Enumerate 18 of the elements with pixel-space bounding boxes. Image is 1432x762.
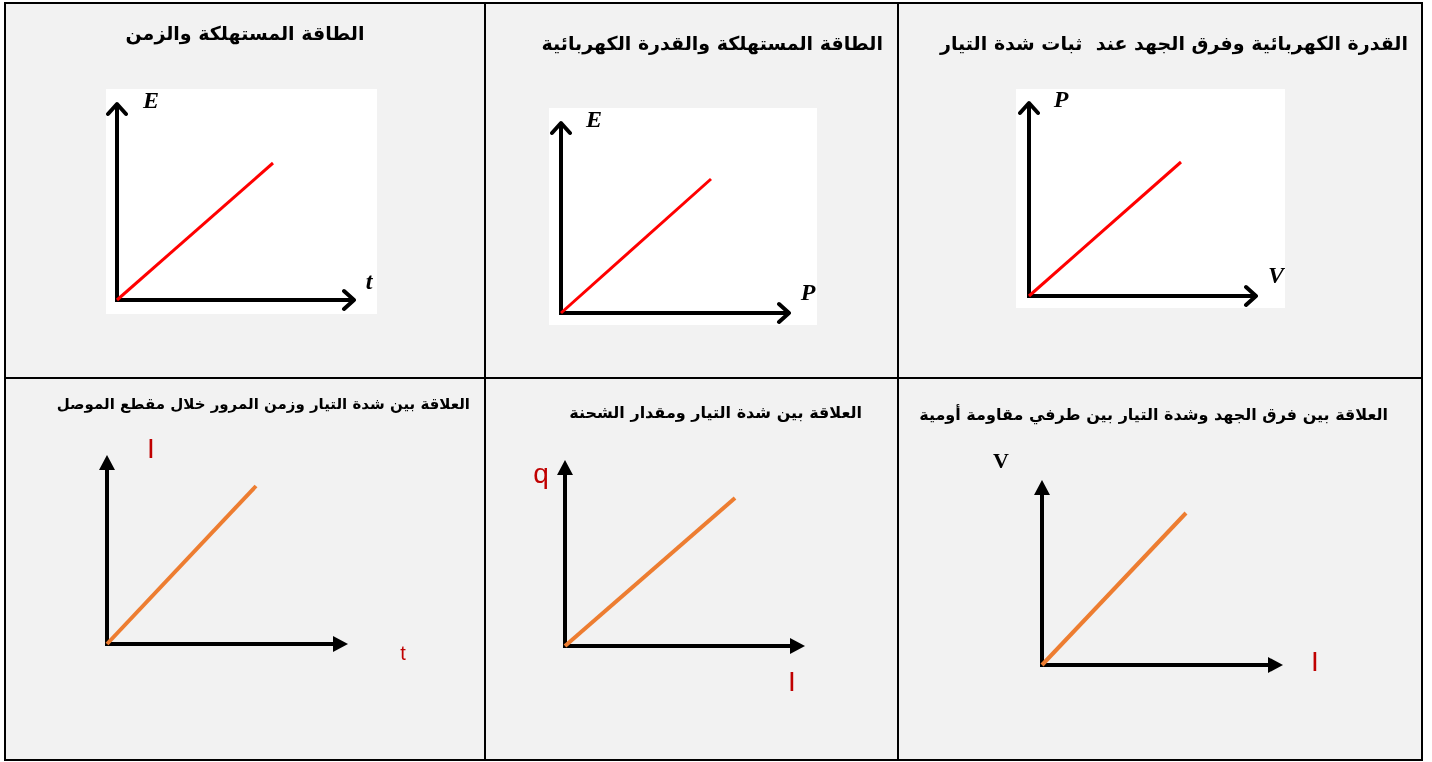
y-axis-title: E <box>584 106 603 133</box>
x-axis-title: t <box>365 268 374 295</box>
chart-title: العلاقة بين شدة التيار ومقدار الشحنة <box>569 402 862 424</box>
x-axis-title: I <box>788 665 796 697</box>
chart-title: القدرة الكهربائية وفرق الجهد عند ثبات شدة التيار <box>940 30 1408 56</box>
x-axis-title: t <box>400 641 407 664</box>
y-axis-title: P <box>1052 86 1069 113</box>
x-axis-title: V <box>1267 262 1286 289</box>
y-axis-title: E <box>141 87 160 114</box>
x-axis-title: I <box>1311 645 1319 677</box>
chart-title: الطاقة المستهلكة والقدرة الكهربائية <box>541 30 883 56</box>
y-axis-title: q <box>533 457 549 489</box>
chart-title: العلاقة بين شدة التيار وزمن المرور خلال مقطع الموصل <box>56 395 470 415</box>
chart-title: العلاقة بين فرق الجهد وشدة التيار بين طرفي مقاومة أومية <box>919 404 1388 426</box>
chart-title: الطاقة المستهلكة والزمن <box>125 20 365 46</box>
x-axis-title: P <box>799 279 816 306</box>
y-axis-title: I <box>147 432 155 464</box>
y-axis-title: V <box>993 447 1010 473</box>
